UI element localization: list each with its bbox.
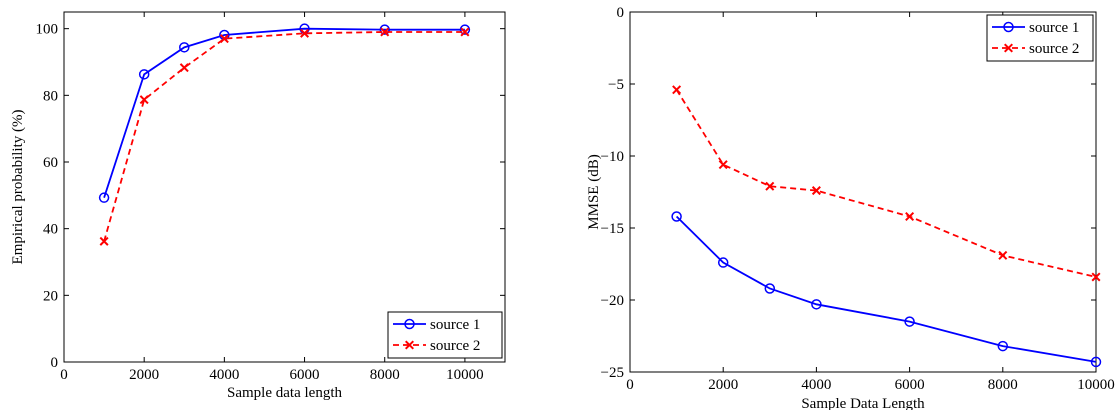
x-tick-label: 10000 (446, 367, 484, 383)
y-axis-label: Empirical probability (%) (10, 110, 26, 265)
y-tick-label: 40 (43, 222, 58, 238)
x-tick-label: 10000 (1077, 377, 1115, 393)
data-point (811, 299, 822, 310)
x-marker-stroke (300, 28, 310, 38)
data-point (99, 236, 109, 246)
x-tick-label: 2000 (129, 367, 159, 383)
data-point (998, 250, 1008, 260)
x-marker-stroke (460, 27, 470, 37)
x-marker-stroke (672, 85, 682, 95)
data-point (179, 63, 189, 73)
x-tick-label: 2000 (708, 377, 738, 393)
x-tick-label: 6000 (895, 377, 925, 393)
x-marker-stroke (179, 63, 189, 73)
data-point (997, 340, 1009, 352)
data-point (672, 85, 682, 95)
chart-2: 0 2000 4000 6000 8000 10000 −25 −20 −15 −10 −5 0 Sam… (586, 5, 1115, 410)
series-line (675, 89, 1097, 278)
x-tick-label: 6000 (290, 367, 320, 383)
data-point (1091, 272, 1101, 282)
x-tick-label: 4000 (801, 377, 831, 393)
x-axis-label: Sample data length (227, 385, 342, 401)
y-tick-label: 100 (36, 22, 59, 38)
x-tick-label: 0 (60, 367, 68, 383)
legend-label: source 2 (430, 338, 480, 354)
data-point (718, 160, 728, 170)
x-marker-stroke (718, 160, 728, 170)
series-source-1 (98, 23, 471, 203)
series-line (675, 215, 1097, 363)
data-point (138, 69, 150, 80)
data-point (764, 283, 776, 294)
data-point (460, 27, 470, 37)
x-marker-stroke (905, 211, 915, 221)
data-point (765, 181, 775, 191)
x-tick-label: 4000 (209, 367, 239, 383)
y-tick-label: 0 (51, 355, 59, 371)
legend-swatch-marker (404, 340, 415, 350)
data-point (219, 34, 229, 44)
y-tick-label: −5 (608, 77, 624, 93)
y-tick-label: −10 (601, 149, 624, 165)
data-point (379, 24, 390, 35)
legend-swatch-marker (1003, 21, 1014, 33)
x-marker-stroke (1091, 272, 1101, 282)
y-axis-label: MMSE (dB) (586, 154, 602, 229)
plot-area-frame (629, 11, 1097, 373)
x-tick-label: 8000 (988, 377, 1018, 393)
data-point (1090, 356, 1102, 368)
x-marker-stroke (998, 250, 1008, 260)
data-point (139, 95, 149, 105)
data-point (459, 24, 471, 35)
y-tick-label: −15 (601, 221, 624, 237)
x-marker-stroke (99, 236, 109, 246)
x-marker-stroke (219, 34, 229, 44)
y-tick-label: 0 (617, 5, 625, 21)
y-tick-label: 20 (43, 288, 58, 304)
x-marker-stroke (139, 95, 149, 105)
series-line (103, 27, 465, 198)
x-marker-stroke (765, 181, 775, 191)
x-axis-label: Sample Data Length (801, 396, 925, 410)
y-tick-label: −25 (601, 365, 624, 381)
legend-label: source 1 (430, 317, 480, 333)
series-source-2 (99, 27, 470, 246)
x-marker-stroke (380, 27, 390, 37)
legend-label: source 2 (1029, 41, 1079, 57)
x-marker-stroke (811, 186, 821, 196)
data-point (671, 211, 682, 222)
y-tick-label: −20 (601, 293, 624, 309)
data-point (905, 211, 915, 221)
x-tick-label: 8000 (370, 367, 400, 383)
legend: source 1 source 2 (986, 14, 1094, 62)
legend-swatch-marker (404, 318, 415, 330)
series-source-2 (672, 85, 1101, 282)
y-tick-label: 60 (43, 155, 58, 171)
data-point (904, 316, 915, 327)
legend-swatch-marker (1003, 43, 1014, 53)
data-point (717, 257, 729, 268)
data-point (98, 192, 110, 203)
data-point (179, 42, 190, 53)
chart-1: 0 2000 4000 6000 8000 10000 0 20 40 60 80 100 Sample… (10, 11, 506, 401)
x-tick-label: 0 (626, 377, 634, 393)
data-point (300, 28, 310, 38)
series-source-1 (671, 211, 1102, 368)
legend-frame (986, 14, 1094, 62)
legend: source 1 source 2 (387, 311, 503, 359)
y-tick-label: 80 (43, 88, 58, 104)
data-point (811, 186, 821, 196)
series-line (103, 31, 465, 242)
legend-label: source 1 (1029, 20, 1079, 36)
plot-area-frame (63, 11, 506, 363)
data-point (380, 27, 390, 37)
